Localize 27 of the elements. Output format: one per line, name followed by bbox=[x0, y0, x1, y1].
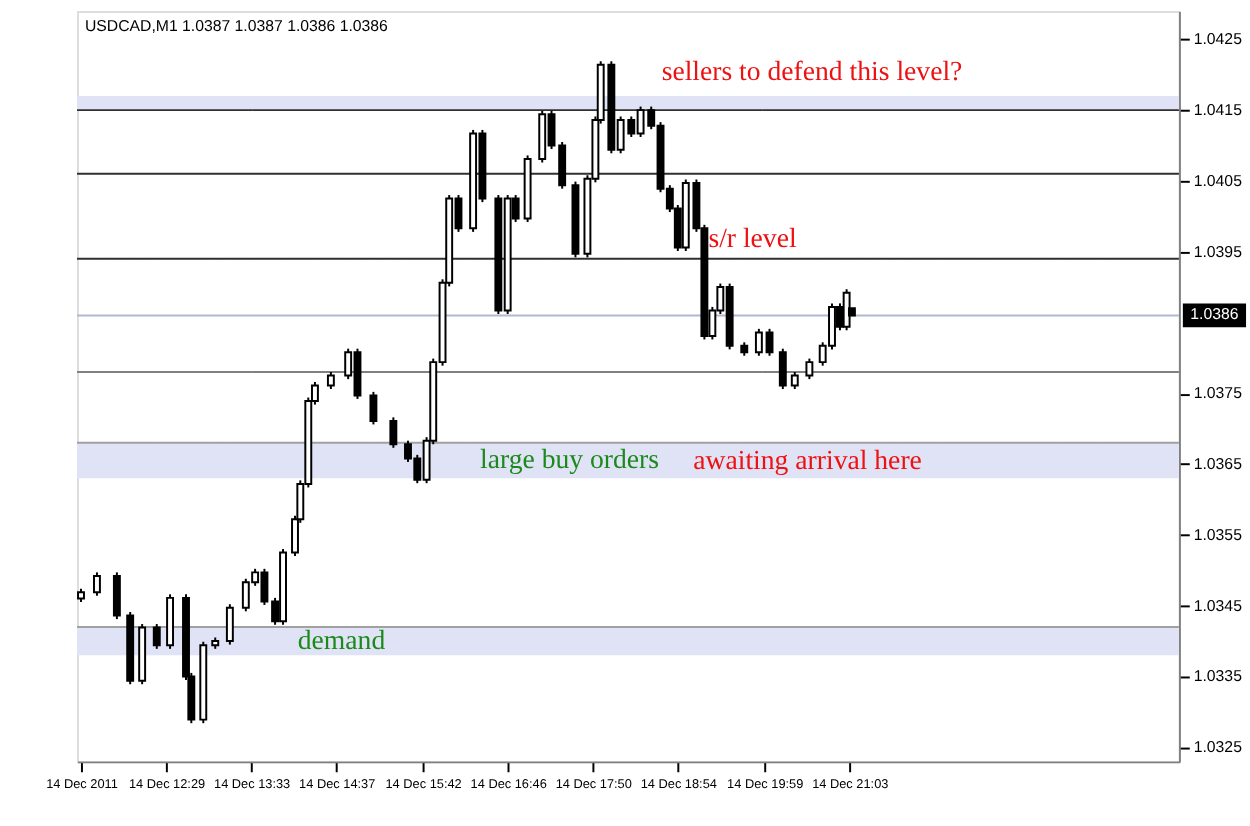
ref-line-label: awaiting arrival here bbox=[693, 444, 922, 475]
candlestick bbox=[778, 347, 787, 391]
band-label: large buy orders bbox=[480, 444, 660, 475]
y-tick-label: 1.0415 bbox=[1193, 101, 1244, 120]
candlestick bbox=[389, 416, 398, 449]
ref-line-label: s/r level bbox=[708, 222, 797, 253]
y-tick-label: 1.0395 bbox=[1193, 242, 1244, 261]
candlestick bbox=[538, 109, 547, 164]
candlestick bbox=[112, 571, 121, 621]
y-tick-label: 1.0345 bbox=[1193, 596, 1244, 615]
candlestick bbox=[152, 623, 161, 650]
candlestick bbox=[93, 571, 101, 597]
candlestick bbox=[369, 390, 378, 426]
y-tick-label: 1.0355 bbox=[1193, 525, 1244, 544]
y-tick-label: 1.0425 bbox=[1193, 30, 1244, 49]
y-tick-label: 1.0335 bbox=[1193, 667, 1244, 686]
candlestick bbox=[225, 603, 234, 646]
y-tick-label: 1.0325 bbox=[1193, 738, 1244, 757]
chart-title: USDCAD,M1 1.0387 1.0387 1.0386 1.0386 bbox=[84, 16, 390, 35]
y-tick-label: 1.0405 bbox=[1193, 171, 1244, 190]
ref-line-label: 1.0386 bbox=[1190, 305, 1240, 324]
band-label: sellers to defend this level? bbox=[661, 56, 963, 87]
candlestick bbox=[805, 357, 814, 381]
y-tick-label: 1.0375 bbox=[1193, 384, 1244, 403]
y-tick-label: 1.0365 bbox=[1193, 455, 1244, 474]
band-label: demand bbox=[297, 624, 386, 655]
candlestick bbox=[166, 593, 175, 650]
